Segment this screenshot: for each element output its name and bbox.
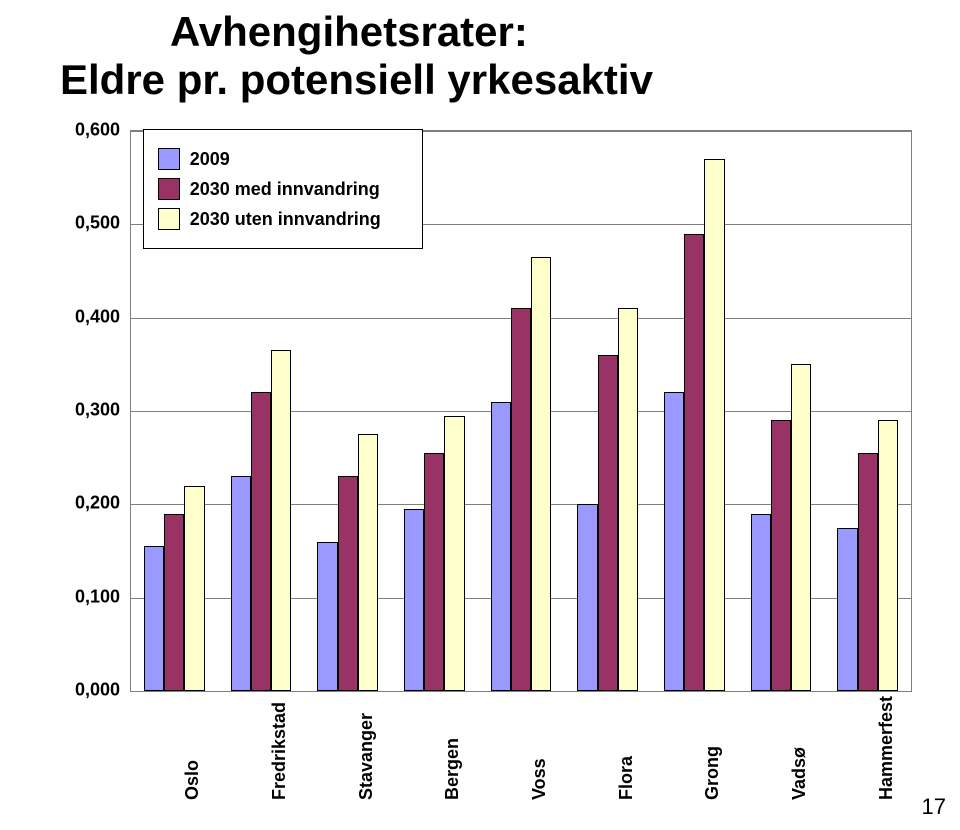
bar bbox=[511, 308, 531, 691]
legend-label: 2030 med innvandring bbox=[190, 179, 380, 200]
y-tick-label: 0,600 bbox=[60, 120, 120, 141]
legend-label: 2009 bbox=[190, 149, 230, 170]
legend: 2009 2030 med innvandring 2030 uten innvan… bbox=[143, 129, 423, 249]
y-tick-label: 0,100 bbox=[60, 586, 120, 607]
bar bbox=[251, 392, 271, 691]
dependency-chart: 2009 2030 med innvandring 2030 uten innvan… bbox=[60, 130, 910, 810]
bar bbox=[598, 355, 618, 691]
page-number: 17 bbox=[922, 794, 946, 820]
legend-item: 2030 uten innvandring bbox=[158, 208, 408, 230]
chart-title: Avhengihetsrater: Eldre pr. potensiell y… bbox=[60, 8, 900, 104]
x-tick-label: Grong bbox=[702, 746, 723, 800]
bar bbox=[704, 159, 724, 691]
x-tick-label: Fredrikstad bbox=[269, 702, 290, 800]
bar bbox=[338, 476, 358, 691]
bar bbox=[317, 542, 337, 691]
legend-item: 2009 bbox=[158, 148, 408, 170]
bar bbox=[878, 420, 898, 691]
bar bbox=[664, 392, 684, 691]
legend-swatch bbox=[158, 178, 180, 200]
x-tick-label: Voss bbox=[529, 758, 550, 800]
y-tick-label: 0,400 bbox=[60, 306, 120, 327]
bar bbox=[144, 546, 164, 691]
bar bbox=[684, 234, 704, 691]
bar bbox=[771, 420, 791, 691]
legend-swatch bbox=[158, 208, 180, 230]
x-axis-labels: Oslo Fredrikstad Stavanger Bergen Voss Flora G… bbox=[130, 690, 910, 810]
bar bbox=[491, 402, 511, 691]
bar bbox=[751, 514, 771, 691]
y-axis-ticks: 0,0000,1000,2000,3000,4000,5000,600 bbox=[60, 130, 130, 690]
x-tick-label: Oslo bbox=[182, 760, 203, 800]
page: Avhengihetsrater: Eldre pr. potensiell y… bbox=[0, 0, 960, 830]
y-tick-label: 0,000 bbox=[60, 680, 120, 701]
bar bbox=[531, 257, 551, 691]
bar bbox=[618, 308, 638, 691]
bar bbox=[858, 453, 878, 691]
y-tick-label: 0,200 bbox=[60, 493, 120, 514]
bar bbox=[358, 434, 378, 691]
y-tick-label: 0,500 bbox=[60, 213, 120, 234]
legend-item: 2030 med innvandring bbox=[158, 178, 408, 200]
bar bbox=[444, 416, 464, 691]
bar bbox=[424, 453, 444, 691]
y-tick-label: 0,300 bbox=[60, 400, 120, 421]
x-tick-label: Bergen bbox=[442, 738, 463, 800]
title-line-2: Eldre pr. potensiell yrkesaktiv bbox=[60, 56, 900, 104]
x-tick-label: Stavanger bbox=[356, 713, 377, 800]
x-tick-label: Flora bbox=[616, 756, 637, 800]
plot-area: 2009 2030 med innvandring 2030 uten innvan… bbox=[130, 130, 912, 692]
bar bbox=[577, 504, 597, 691]
x-tick-label: Vadsø bbox=[789, 747, 810, 800]
bar bbox=[837, 528, 857, 691]
bar bbox=[184, 486, 204, 691]
x-tick-label: Hammerfest bbox=[876, 696, 897, 800]
title-line-1: Avhengihetsrater: bbox=[60, 8, 900, 56]
legend-label: 2030 uten innvandring bbox=[190, 209, 381, 230]
bar bbox=[164, 514, 184, 691]
legend-swatch bbox=[158, 148, 180, 170]
bar bbox=[231, 476, 251, 691]
bar bbox=[404, 509, 424, 691]
bar bbox=[791, 364, 811, 691]
bar bbox=[271, 350, 291, 691]
